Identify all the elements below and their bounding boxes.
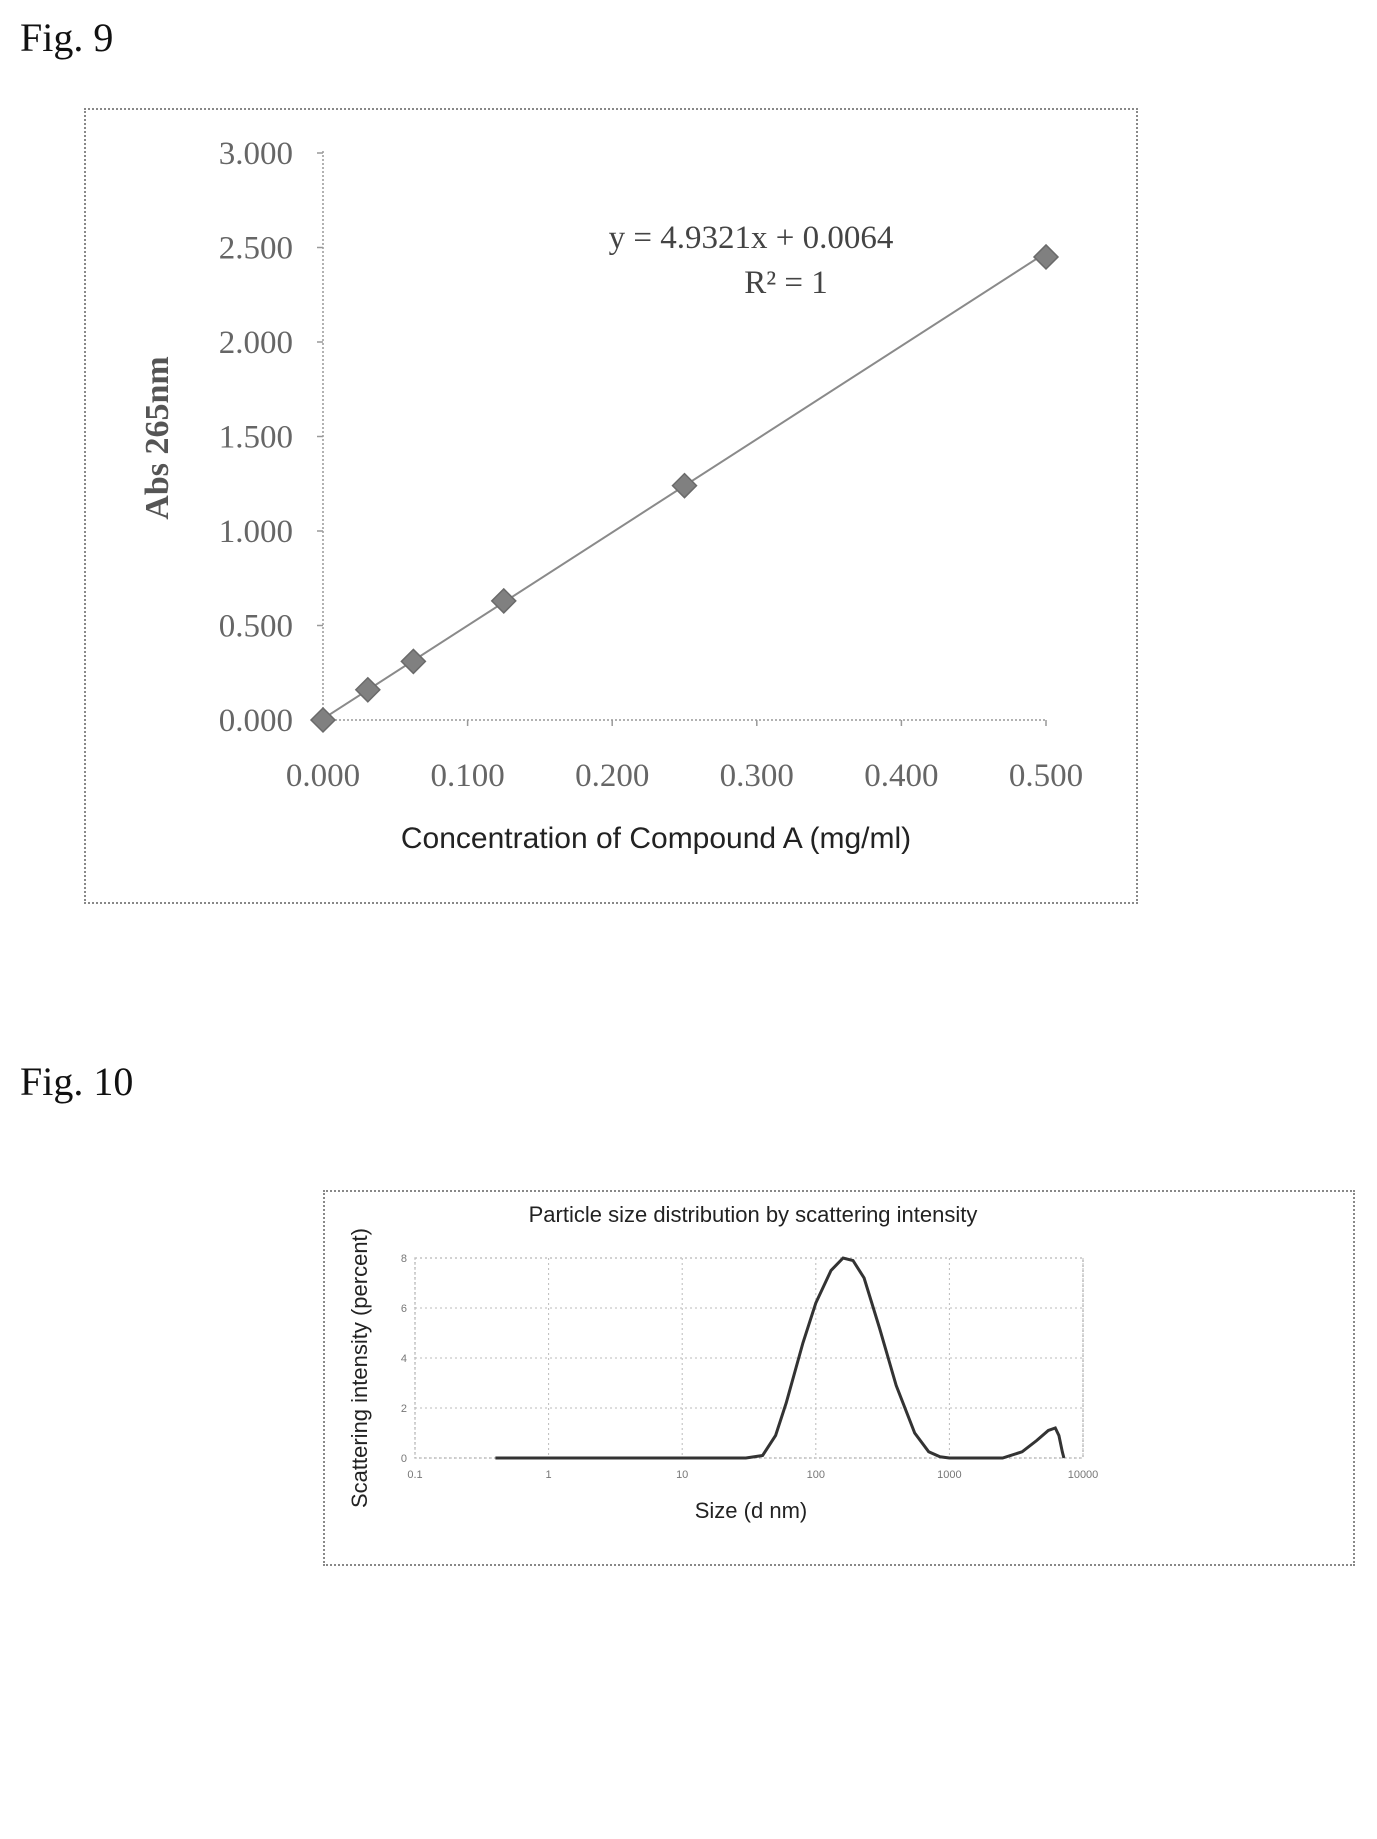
fig9-data-point <box>1032 243 1060 271</box>
fig9-x-tick-label: 0.000 <box>286 758 360 794</box>
fig10-series-line <box>495 1256 1066 1460</box>
fig10-y-tick-label: 8 <box>401 1253 407 1265</box>
fig10-x-tick-label: 0.1 <box>407 1469 422 1481</box>
fig9-y-tick-label: 2.000 <box>219 325 293 361</box>
fig10-x-tick-label: 1000 <box>937 1469 961 1481</box>
fig9-x-tick-label: 0.500 <box>1009 758 1083 794</box>
fig10-x-tick-label: 10 <box>676 1469 688 1481</box>
fig9-chart-frame: 0.000 0.500 1.000 1.500 2.000 2.500 3.000 0.00… <box>84 108 1138 904</box>
fig9-data-point <box>490 587 517 614</box>
fig10-x-tick-label: 10000 <box>1068 1469 1099 1481</box>
fig10-y-tick-label: 0 <box>401 1453 407 1465</box>
fig10-title: Particle size distribution by scattering… <box>529 1202 978 1227</box>
fig9-equation: y = 4.9321x + 0.0064 <box>609 220 894 256</box>
fig9-data-point <box>354 676 381 703</box>
fig9-y-tick-label: 0.000 <box>219 703 293 739</box>
fig9-y-tick-label: 1.500 <box>219 420 293 456</box>
fig10-chart-frame: Particle size distribution by scattering… <box>323 1190 1355 1566</box>
fig9-x-tick-label: 0.300 <box>720 758 794 794</box>
fig9-data-point <box>400 648 427 675</box>
fig10-y-axis-title: Scattering intensity (percent) <box>347 1228 372 1508</box>
fig10-x-axis-title: Size (d nm) <box>695 1498 807 1523</box>
fig9-y-axis-title: Abs 265nm <box>139 356 176 519</box>
fig9-x-axis-title: Concentration of Compound A (mg/ml) <box>401 822 911 855</box>
fig9-chart: 0.000 0.500 1.000 1.500 2.000 2.500 3.000 0.00… <box>139 136 1083 855</box>
fig10-y-tick-label: 2 <box>401 1403 407 1415</box>
fig9-x-tick-label: 0.400 <box>864 758 938 794</box>
fig10-y-tick-label: 4 <box>401 1353 407 1365</box>
fig9-data-point <box>309 706 337 734</box>
fig9-y-tick-label: 1.000 <box>219 514 293 550</box>
fig9-x-tick-label: 0.200 <box>575 758 649 794</box>
fig10-x-tick-label: 1 <box>546 1469 552 1481</box>
fig9-x-tick-label: 0.100 <box>430 758 504 794</box>
fig9-y-tick-label: 0.500 <box>219 609 293 645</box>
fig9-r-squared: R² = 1 <box>744 265 828 301</box>
fig9-label: Fig. 9 <box>20 15 114 60</box>
fig10-chart: Particle size distribution by scattering… <box>347 1202 1099 1523</box>
fig10-y-tick-label: 6 <box>401 1303 407 1315</box>
fig10-x-tick-label: 100 <box>807 1469 825 1481</box>
fig9-y-tick-label: 2.500 <box>219 231 293 267</box>
fig10-label: Fig. 10 <box>20 1059 134 1104</box>
fig9-data-point <box>671 472 698 499</box>
fig9-y-tick-label: 3.000 <box>219 136 293 172</box>
